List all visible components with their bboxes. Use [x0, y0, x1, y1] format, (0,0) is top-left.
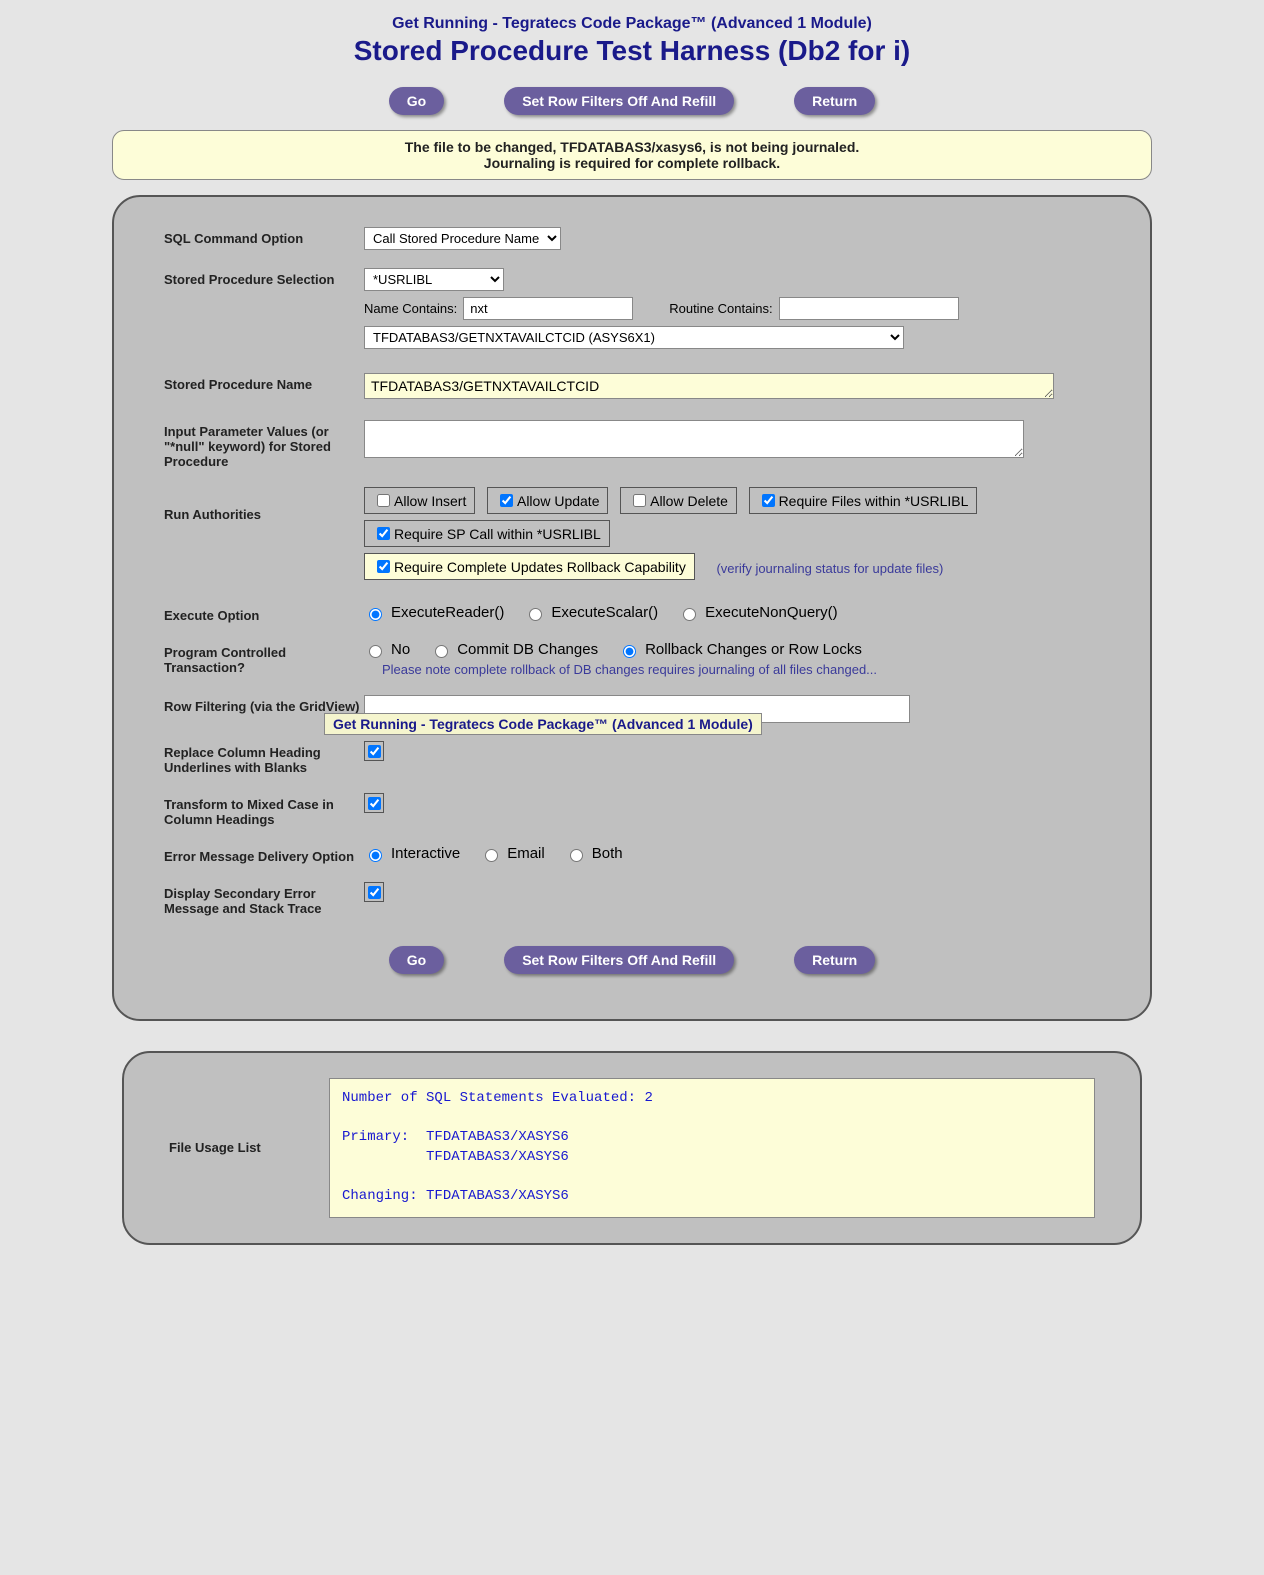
secondary-error-label: Display Secondary Error Message and Stac… — [164, 882, 364, 916]
header-subtitle: Stored Procedure Test Harness (Db2 for i… — [0, 35, 1264, 67]
file-usage-label: File Usage List — [169, 1140, 329, 1155]
error-delivery-label: Error Message Delivery Option — [164, 845, 364, 864]
sp-name-label: Stored Procedure Name — [164, 373, 364, 392]
require-files-usrlibl-checkbox[interactable]: Require Files within *USRLIBL — [749, 487, 978, 514]
sql-command-label: SQL Command Option — [164, 227, 364, 246]
execute-option-label: Execute Option — [164, 604, 364, 623]
set-row-filters-button-bottom[interactable]: Set Row Filters Off And Refill — [504, 946, 734, 974]
name-contains-input[interactable] — [463, 297, 633, 320]
allow-update-checkbox[interactable]: Allow Update — [487, 487, 609, 514]
allow-delete-checkbox[interactable]: Allow Delete — [620, 487, 737, 514]
execute-reader-radio[interactable]: ExecuteReader() — [364, 604, 504, 621]
warning-banner: The file to be changed, TFDATABAS3/xasys… — [112, 130, 1152, 180]
header-title: Get Running - Tegratecs Code Package™ (A… — [0, 15, 1264, 33]
go-button-bottom[interactable]: Go — [389, 946, 444, 974]
run-auth-label: Run Authorities — [164, 487, 364, 522]
go-button[interactable]: Go — [389, 87, 444, 115]
verify-journaling-link[interactable]: (verify journaling status for update fil… — [716, 561, 943, 576]
trans-no-radio[interactable]: No — [364, 641, 410, 658]
err-both-radio[interactable]: Both — [565, 845, 623, 862]
sql-command-select[interactable]: Call Stored Procedure Name — [364, 227, 561, 250]
require-rollback-checkbox[interactable]: Require Complete Updates Rollback Capabi… — [364, 553, 695, 580]
tooltip: Get Running - Tegratecs Code Package™ (A… — [324, 713, 762, 735]
sp-selection-label: Stored Procedure Selection — [164, 268, 364, 287]
trans-rollback-radio[interactable]: Rollback Changes or Row Locks — [618, 641, 862, 658]
routine-contains-input[interactable] — [779, 297, 959, 320]
name-contains-label: Name Contains: — [364, 301, 457, 316]
secondary-error-checkbox[interactable] — [364, 882, 384, 902]
routine-contains-label: Routine Contains: — [669, 301, 772, 316]
require-sp-usrlibl-checkbox[interactable]: Require SP Call within *USRLIBL — [364, 520, 610, 547]
file-usage-output: Number of SQL Statements Evaluated: 2 Pr… — [329, 1078, 1095, 1218]
err-email-radio[interactable]: Email — [480, 845, 545, 862]
set-row-filters-button[interactable]: Set Row Filters Off And Refill — [504, 87, 734, 115]
input-params-textarea[interactable] — [364, 420, 1024, 458]
warning-line1: The file to be changed, TFDATABAS3/xasys… — [121, 139, 1143, 155]
program-transaction-label: Program Controlled Transaction? — [164, 641, 364, 675]
return-button-bottom[interactable]: Return — [794, 946, 875, 974]
sp-dropdown[interactable]: TFDATABAS3/GETNXTAVAILCTCID (ASYS6X1) — [364, 326, 904, 349]
bottom-button-row: Go Set Row Filters Off And Refill Return — [164, 946, 1100, 974]
transaction-note: Please note complete rollback of DB chan… — [382, 662, 1100, 677]
execute-scalar-radio[interactable]: ExecuteScalar() — [524, 604, 658, 621]
trans-commit-radio[interactable]: Commit DB Changes — [430, 641, 598, 658]
mixed-case-label: Transform to Mixed Case in Column Headin… — [164, 793, 364, 827]
input-params-label: Input Parameter Values (or "*null" keywo… — [164, 420, 364, 469]
top-button-row: Go Set Row Filters Off And Refill Return — [0, 87, 1264, 115]
replace-underlines-label: Replace Column Heading Underlines with B… — [164, 741, 364, 775]
allow-insert-checkbox[interactable]: Allow Insert — [364, 487, 475, 514]
main-form-panel: SQL Command Option Call Stored Procedure… — [112, 195, 1152, 1021]
replace-underlines-checkbox[interactable] — [364, 741, 384, 761]
file-usage-panel: File Usage List Number of SQL Statements… — [122, 1051, 1142, 1245]
return-button[interactable]: Return — [794, 87, 875, 115]
execute-nonquery-radio[interactable]: ExecuteNonQuery() — [678, 604, 838, 621]
row-filtering-label: Row Filtering (via the GridView) — [164, 695, 364, 714]
sp-name-textarea[interactable]: TFDATABAS3/GETNXTAVAILCTCID — [364, 373, 1054, 399]
mixed-case-checkbox[interactable] — [364, 793, 384, 813]
err-interactive-radio[interactable]: Interactive — [364, 845, 460, 862]
warning-line2: Journaling is required for complete roll… — [121, 155, 1143, 171]
library-select[interactable]: *USRLIBL — [364, 268, 504, 291]
